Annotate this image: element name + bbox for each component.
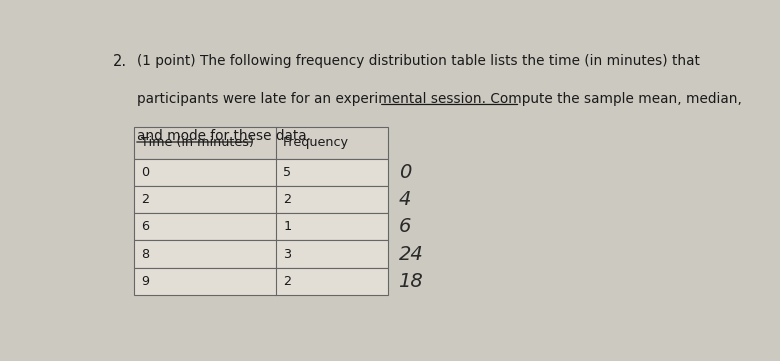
Text: 8: 8 xyxy=(141,248,149,261)
Bar xyxy=(134,213,388,240)
Text: 4: 4 xyxy=(399,190,411,209)
Text: 24: 24 xyxy=(399,244,424,264)
Text: 5: 5 xyxy=(283,166,291,179)
Text: Frequency: Frequency xyxy=(283,136,349,149)
Text: participants were late for an experimental session. Compute the sample mean, med: participants were late for an experiment… xyxy=(136,92,742,106)
Text: (1 point) The following frequency distribution table lists the time (in minutes): (1 point) The following frequency distri… xyxy=(136,55,700,69)
Text: 0: 0 xyxy=(399,163,411,182)
Text: 2: 2 xyxy=(141,193,149,206)
Text: Time (in minutes): Time (in minutes) xyxy=(141,136,254,149)
Text: 2.: 2. xyxy=(112,55,126,69)
Text: 6: 6 xyxy=(399,217,411,236)
Text: 9: 9 xyxy=(141,275,149,288)
Text: 1: 1 xyxy=(283,220,291,233)
Text: 18: 18 xyxy=(399,272,424,291)
Text: 0: 0 xyxy=(141,166,149,179)
Bar xyxy=(134,268,388,295)
Bar xyxy=(134,186,388,213)
Text: 2: 2 xyxy=(283,275,291,288)
Text: 2: 2 xyxy=(283,193,291,206)
Bar xyxy=(134,127,388,159)
Text: and mode for these data.: and mode for these data. xyxy=(136,130,310,143)
Bar xyxy=(134,159,388,186)
Text: 6: 6 xyxy=(141,220,149,233)
Text: 3: 3 xyxy=(283,248,291,261)
Bar xyxy=(134,240,388,268)
